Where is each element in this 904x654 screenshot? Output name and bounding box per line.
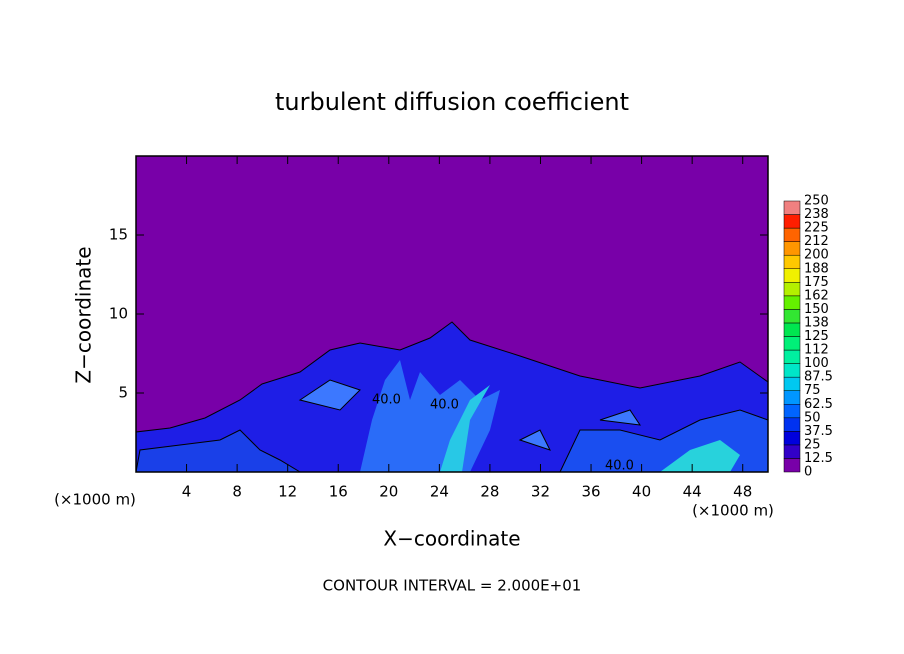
colorbar-label: 175 <box>804 275 829 290</box>
colorbar-swatch <box>783 363 801 378</box>
colorbar-swatch <box>783 458 801 473</box>
colorbar-swatch <box>783 431 801 446</box>
colorbar-swatch <box>783 404 801 419</box>
x-tick-label: 44 <box>683 483 702 501</box>
colorbar-swatch <box>783 214 801 229</box>
colorbar-label: 162 <box>804 288 829 303</box>
colorbar-label: 25 <box>804 437 821 452</box>
colorbar-swatch <box>783 349 801 364</box>
y-axis-label: Z−coordinate <box>72 246 96 383</box>
colorbar-label: 250 <box>804 194 829 209</box>
x-unit: (×1000 m) <box>54 491 136 509</box>
y-tick-label: 5 <box>118 384 128 402</box>
colorbar-label: 87.5 <box>804 370 833 385</box>
colorbar-label: 75 <box>804 383 821 398</box>
colorbar-label: 225 <box>804 221 829 236</box>
x-tick-label: 40 <box>632 483 651 501</box>
x-tick-label: 32 <box>531 483 550 501</box>
contour-label: 40.0 <box>430 398 459 413</box>
x-tick-label: 8 <box>232 483 242 501</box>
field-region <box>660 440 740 472</box>
x-tick-label: 4 <box>182 483 192 501</box>
colorbar-label: 12.5 <box>804 451 833 466</box>
x-tick-label: 20 <box>379 483 398 501</box>
colorbar-label: 150 <box>804 302 829 317</box>
x-tick-label: 36 <box>581 483 600 501</box>
contour-label: 40.0 <box>605 459 634 474</box>
colorbar-swatch <box>783 295 801 310</box>
field-region <box>135 429 302 473</box>
chart-title: turbulent diffusion coefficient <box>275 88 629 116</box>
x-tick-label: 48 <box>733 483 752 501</box>
colorbar-label: 37.5 <box>804 424 833 439</box>
colorbar-swatch <box>783 376 801 391</box>
colorbar-label: 50 <box>804 410 821 425</box>
colorbar-swatch <box>783 227 801 242</box>
colorbar-label: 138 <box>804 315 829 330</box>
colorbar-label: 0 <box>804 465 812 480</box>
y-tick-label: 15 <box>109 226 128 244</box>
x-tick-label: 28 <box>480 483 499 501</box>
colorbar-swatch <box>783 417 801 432</box>
colorbar-swatch <box>783 309 801 324</box>
colorbar-swatch <box>783 444 801 459</box>
colorbar-swatch <box>783 241 801 256</box>
colorbar-label: 100 <box>804 356 829 371</box>
field-region <box>440 385 490 472</box>
colorbar-swatch <box>783 200 801 215</box>
contour-label: 40.0 <box>372 393 401 408</box>
x-tick-label: 24 <box>430 483 449 501</box>
field-region <box>298 379 642 451</box>
x-tick-label: 12 <box>278 483 297 501</box>
colorbar-label: 112 <box>804 343 829 358</box>
colorbar-label: 188 <box>804 261 829 276</box>
x-axis-label: X−coordinate <box>383 527 520 551</box>
colorbar-label: 200 <box>804 248 829 263</box>
colorbar-swatch <box>783 390 801 405</box>
colorbar-swatch <box>783 254 801 269</box>
y-tick-label: 10 <box>109 305 128 323</box>
colorbar-swatch <box>783 268 801 283</box>
x-tick-label: 16 <box>329 483 348 501</box>
plot-area <box>135 156 769 473</box>
y-unit: (×1000 m) <box>692 502 774 520</box>
colorbar-label: 62.5 <box>804 397 833 412</box>
colorbar-label: 238 <box>804 207 829 222</box>
contour-interval: CONTOUR INTERVAL = 2.000E+01 <box>323 577 582 595</box>
colorbar-label: 212 <box>804 234 829 249</box>
colorbar-swatch <box>783 322 801 337</box>
colorbar-swatch <box>783 336 801 351</box>
colorbar-swatch <box>783 282 801 297</box>
colorbar-label: 125 <box>804 329 829 344</box>
